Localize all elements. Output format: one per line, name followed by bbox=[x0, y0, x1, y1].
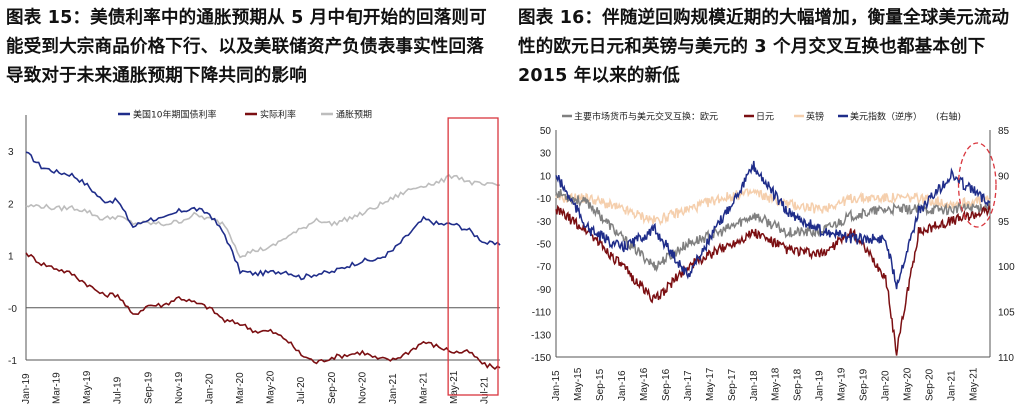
x-tick-label: May-21 bbox=[969, 367, 980, 401]
x-tick-label: May-17 bbox=[705, 367, 716, 401]
y-tick-label-left: -90 bbox=[537, 285, 552, 296]
x-tick-label: Sep-16 bbox=[661, 368, 672, 401]
x-tick-label: Jan-21 bbox=[388, 373, 399, 404]
legend-annotation: (右轴) bbox=[936, 111, 961, 123]
left-chart-title: 图表 15：美债利率中的通胀预期从 5 月中旬开始的回落则可能受到大宗商品价格下… bbox=[6, 8, 487, 86]
legend-label: 美元指数（逆序） bbox=[850, 111, 922, 123]
x-tick-label: Sep-19 bbox=[859, 368, 870, 401]
series-line bbox=[555, 204, 991, 356]
y-tick-label: -1 bbox=[8, 356, 17, 367]
legend-label: 实际利率 bbox=[260, 109, 296, 121]
right-chart: 50 30 10 -10 -30 -50 -70 -90 -110 -130 -150 85 90 95 1… bbox=[531, 111, 1015, 402]
right-chart-panel: 图表 16：伴随逆回购规模近期的大幅增加，衡量全球美元流动性的欧元日元和英镑与美… bbox=[512, 0, 1024, 414]
y-tick-label: 1 bbox=[8, 252, 14, 263]
x-tick-label: Jan-16 bbox=[617, 370, 628, 401]
x-tick-label: Jan-21 bbox=[947, 370, 958, 401]
y-tick-label-left: -50 bbox=[537, 240, 552, 251]
y-tick-label-left: -10 bbox=[537, 194, 552, 205]
x-tick-label: Jan-19 bbox=[21, 373, 32, 404]
y-tick-label: 2 bbox=[8, 199, 14, 210]
legend-label: 美国10年期国债利率 bbox=[133, 109, 216, 121]
y-tick-label-right: 90 bbox=[998, 171, 1010, 182]
x-tick-label: May-15 bbox=[573, 367, 584, 401]
x-tick-label: Jan-20 bbox=[881, 370, 892, 401]
x-tick-label: May-20 bbox=[266, 370, 277, 404]
x-tick-label: May-16 bbox=[639, 367, 650, 401]
highlight-box bbox=[447, 117, 499, 396]
x-tick-label: Jan-15 bbox=[551, 370, 562, 401]
x-tick-label: Jul-21 bbox=[480, 376, 491, 404]
y-tick-label-left: 30 bbox=[540, 149, 552, 160]
x-tick-label: Jul-20 bbox=[296, 376, 307, 404]
y-tick-label-right: 105 bbox=[998, 308, 1015, 319]
y-tick-label-right: 100 bbox=[998, 262, 1015, 273]
x-tick-label: Jan-20 bbox=[204, 373, 215, 404]
y-tick-label-left: -130 bbox=[531, 330, 551, 341]
y-tick-label-left: 10 bbox=[540, 171, 552, 182]
x-tick-label: Sep-15 bbox=[595, 368, 606, 401]
x-tick-label: Nov-19 bbox=[174, 371, 185, 404]
x-tick-label: May-19 bbox=[82, 370, 93, 404]
x-tick-label: Sep-18 bbox=[793, 368, 804, 401]
highlight-ellipse bbox=[957, 142, 997, 228]
x-tick-label: Sep-19 bbox=[143, 371, 154, 404]
y-tick-label: 3 bbox=[8, 147, 14, 158]
y-tick-label-left: 50 bbox=[540, 126, 552, 137]
legend-label: 日元 bbox=[756, 112, 774, 123]
x-tick-label: Jan-19 bbox=[815, 370, 826, 401]
series-line bbox=[25, 252, 501, 370]
y-tick-label-left: -150 bbox=[531, 353, 551, 364]
x-tick-label: May-20 bbox=[903, 367, 914, 401]
series-line bbox=[25, 173, 501, 259]
x-tick-label: May-19 bbox=[837, 367, 848, 401]
y-tick-label-left: -30 bbox=[537, 217, 552, 228]
x-tick-label: May-18 bbox=[771, 367, 782, 401]
y-tick-label-right: 110 bbox=[998, 353, 1014, 364]
series-line bbox=[25, 151, 501, 281]
x-tick-label: Sep-20 bbox=[925, 368, 936, 401]
legend-label: 主要市场货币与美元交叉互换：欧元 bbox=[574, 111, 718, 123]
x-tick-label: Jan-17 bbox=[683, 370, 694, 401]
y-tick-label-right: 85 bbox=[998, 126, 1010, 137]
legend-label: 英镑 bbox=[806, 111, 824, 123]
right-chart-title: 图表 16：伴随逆回购规模近期的大幅增加，衡量全球美元流动性的欧元日元和英镑与美… bbox=[518, 8, 1010, 86]
x-tick-label: May-21 bbox=[449, 370, 460, 404]
legend-label: 通胀预期 bbox=[336, 110, 372, 121]
x-tick-label: Jul-19 bbox=[113, 376, 124, 404]
x-tick-label: Mar-20 bbox=[235, 372, 246, 404]
y-tick-label-left: -70 bbox=[537, 262, 552, 273]
left-chart-panel: 图表 15：美债利率中的通胀预期从 5 月中旬开始的回落则可能受到大宗商品价格下… bbox=[0, 0, 505, 414]
x-tick-label: Mar-19 bbox=[52, 372, 63, 404]
x-tick-label: Mar-21 bbox=[419, 372, 430, 404]
y-tick-label-left: -110 bbox=[532, 308, 552, 319]
x-tick-label: Sep-20 bbox=[327, 371, 338, 404]
y-tick-label: -0 bbox=[8, 304, 17, 315]
x-tick-label: Nov-20 bbox=[357, 371, 368, 404]
x-tick-label: Jan-18 bbox=[749, 370, 760, 401]
series-line bbox=[555, 188, 991, 226]
x-tick-label: Sep-17 bbox=[727, 368, 738, 401]
series-line bbox=[555, 160, 991, 290]
y-tick-label-right: 95 bbox=[998, 217, 1010, 228]
left-chart: 3 2 1 -0 -1 Jan-19 Mar-19 May-19 Jul-19 Sep-19 Nov… bbox=[8, 109, 501, 404]
